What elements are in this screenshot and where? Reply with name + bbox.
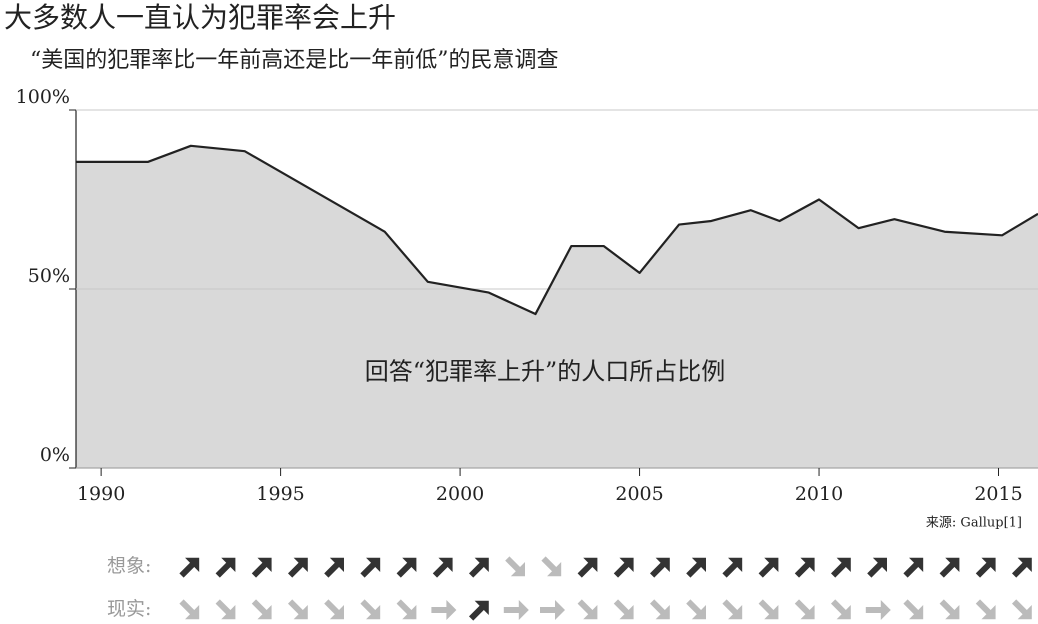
trend-arrow [686, 599, 706, 620]
trend-arrow [215, 557, 236, 578]
y-tick-label: 50% [28, 265, 70, 287]
trend-arrow [649, 599, 670, 620]
trend-arrow [722, 557, 743, 578]
trend-arrow [396, 599, 417, 620]
y-tick-label: 0% [40, 444, 70, 466]
chart-subtitle: “美国的犯罪率比一年前高还是比一年前低”的民意调查 [30, 48, 559, 73]
trend-arrow [287, 557, 308, 578]
trend-arrow [287, 599, 308, 620]
trend-arrow [613, 557, 634, 578]
trend-arrow [431, 600, 457, 620]
x-tick-label: 2010 [795, 483, 843, 505]
trend-arrow [794, 599, 815, 620]
trend-arrow [541, 556, 562, 577]
trend-arrow [649, 557, 670, 578]
trend-arrow [468, 557, 489, 578]
trend-arrow [251, 599, 272, 620]
x-tick-label: 2000 [436, 483, 484, 505]
annotation: 回答“犯罪率上升”的人口所占比例 [365, 358, 726, 386]
trend-arrow [939, 599, 960, 620]
trend-arrow [758, 599, 779, 620]
trend-arrow [179, 557, 200, 578]
trend-arrow [324, 557, 344, 578]
trend-arrow [577, 599, 598, 620]
trend-arrow [613, 599, 634, 620]
x-tick-label: 1990 [77, 483, 125, 505]
trend-arrow [360, 557, 381, 578]
trend-arrow [360, 599, 381, 620]
trend-arrow [830, 599, 851, 620]
trend-arrow [975, 599, 996, 620]
trend-arrow [1011, 557, 1032, 578]
x-tick-label: 2005 [615, 483, 663, 505]
arrow-row-label: 现实: [107, 598, 151, 620]
trend-arrow [686, 557, 706, 578]
y-tick-label: 100% [16, 86, 70, 108]
trend-arrow [1011, 599, 1032, 620]
plot-area [76, 145, 1038, 469]
trend-arrow [215, 599, 236, 620]
trend-arrow [577, 557, 598, 578]
trend-arrow [251, 557, 272, 578]
source: 来源: Gallup[1] [926, 516, 1022, 531]
arrow-row-label: 想象: [107, 555, 151, 577]
line [76, 144, 1038, 316]
trend-arrow [324, 599, 344, 620]
trend-arrow [540, 600, 565, 620]
chart-title: 大多数人一直认为犯罪率会上升 [4, 1, 396, 34]
trend-arrow [975, 557, 996, 578]
trend-arrow [794, 557, 815, 578]
trend-arrow [865, 600, 891, 620]
x-tick-label: 1995 [256, 483, 304, 505]
trend-arrow [903, 599, 924, 620]
trend-arrow [758, 557, 779, 578]
trend-arrow [179, 599, 200, 620]
trend-arrow [830, 557, 851, 578]
trend-arrow [867, 557, 887, 578]
trend-arrow [505, 556, 525, 577]
trend-arrow [939, 557, 960, 578]
trend-arrow [722, 599, 743, 620]
trend-arrow [503, 600, 529, 620]
trend-arrow [432, 557, 453, 578]
trend-arrow [396, 557, 417, 578]
x-tick-label: 2015 [974, 483, 1022, 505]
area [76, 145, 1038, 469]
trend-arrow [903, 557, 924, 578]
trend-arrow [468, 600, 489, 621]
